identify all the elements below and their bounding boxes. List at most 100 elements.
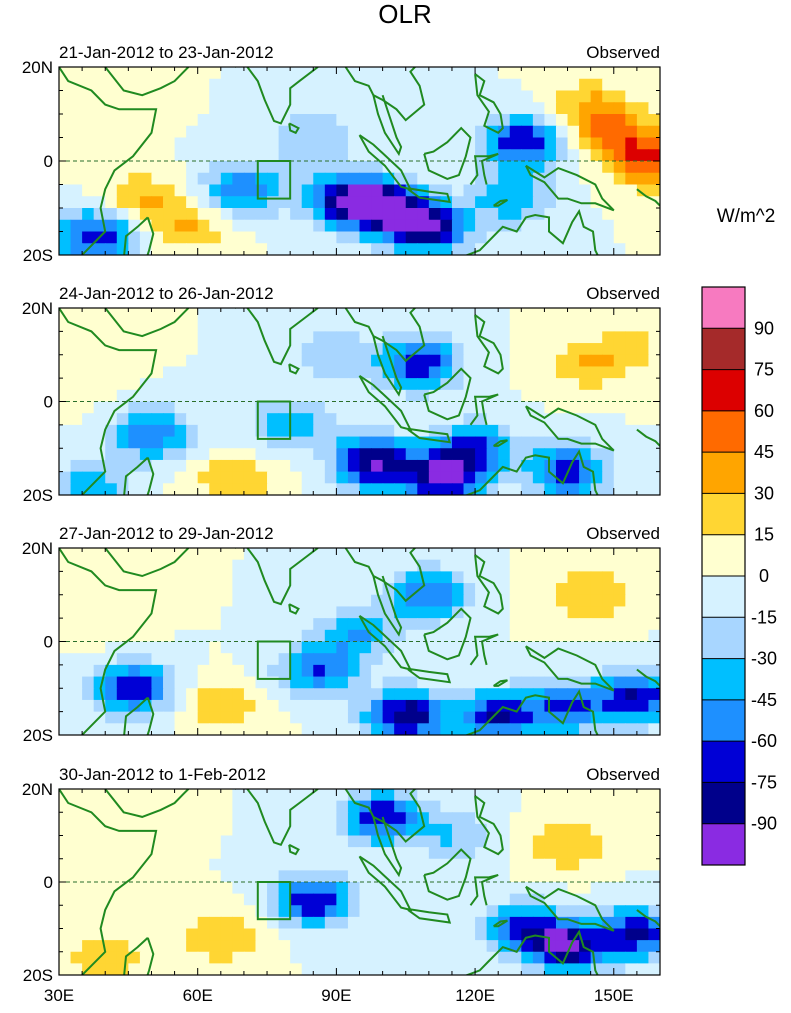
olr-cell bbox=[440, 471, 453, 484]
olr-cell bbox=[313, 823, 326, 837]
olr-cell bbox=[70, 67, 83, 80]
olr-cell bbox=[232, 102, 245, 115]
olr-cell bbox=[290, 618, 303, 631]
olr-cell bbox=[359, 471, 372, 484]
olr-cell bbox=[394, 308, 407, 321]
y-tick-label: 20N bbox=[22, 299, 53, 318]
olr-cell bbox=[602, 711, 615, 724]
olr-cell bbox=[405, 711, 418, 724]
olr-cell bbox=[278, 90, 291, 103]
olr-cell bbox=[486, 928, 499, 941]
olr-cell bbox=[313, 424, 326, 438]
olr-cell bbox=[555, 618, 569, 631]
olr-cell bbox=[602, 963, 615, 975]
olr-cell bbox=[347, 723, 361, 735]
olr-cell bbox=[359, 594, 372, 608]
olr-cell bbox=[359, 231, 372, 244]
olr-cell bbox=[440, 629, 453, 643]
olr-cell bbox=[82, 137, 95, 150]
olr-cell bbox=[174, 149, 187, 162]
olr-cell bbox=[636, 893, 650, 906]
olr-cell bbox=[567, 459, 580, 473]
olr-cell bbox=[220, 471, 233, 484]
olr-cell bbox=[197, 800, 210, 813]
olr-cell bbox=[394, 208, 407, 221]
olr-cell bbox=[324, 583, 337, 596]
olr-cell bbox=[116, 424, 129, 438]
olr-cell bbox=[336, 231, 349, 244]
olr-cell bbox=[313, 413, 326, 426]
olr-cell bbox=[509, 378, 522, 391]
olr-cell bbox=[59, 219, 72, 233]
olr-cell bbox=[324, 847, 337, 860]
olr-cell bbox=[301, 641, 314, 654]
olr-cell bbox=[59, 606, 72, 619]
olr-cell bbox=[151, 858, 164, 871]
olr-cell bbox=[255, 459, 268, 473]
olr-cell bbox=[382, 67, 395, 80]
olr-cell bbox=[139, 928, 153, 941]
olr-cell bbox=[567, 114, 580, 127]
olr-cell bbox=[174, 641, 187, 654]
olr-cell bbox=[451, 219, 465, 233]
olr-cell bbox=[151, 378, 164, 391]
olr-cell bbox=[625, 243, 638, 255]
olr-cell bbox=[532, 629, 546, 643]
olr-cell bbox=[417, 583, 430, 596]
olr-cell bbox=[301, 858, 314, 871]
olr-cell bbox=[186, 905, 199, 918]
olr-cell bbox=[544, 366, 557, 379]
olr-cell bbox=[174, 916, 187, 930]
olr-cell bbox=[220, 812, 233, 825]
olr-cell bbox=[602, 354, 615, 368]
olr-cell bbox=[451, 389, 465, 403]
olr-cell bbox=[648, 940, 660, 953]
olr-cell bbox=[371, 436, 384, 449]
olr-cell bbox=[324, 389, 337, 403]
olr-cell bbox=[417, 354, 430, 368]
olr-cell bbox=[267, 483, 280, 495]
olr-cell bbox=[579, 951, 592, 964]
olr-cell bbox=[220, 571, 233, 584]
olr-cell bbox=[290, 963, 303, 975]
olr-cell bbox=[602, 137, 615, 150]
olr-cell bbox=[636, 699, 650, 713]
olr-cell bbox=[463, 800, 476, 813]
olr-cell bbox=[139, 664, 153, 678]
olr-cell bbox=[405, 78, 418, 92]
olr-cell bbox=[116, 378, 129, 391]
olr-cell bbox=[243, 483, 257, 495]
olr-cell bbox=[544, 858, 557, 871]
olr-cell bbox=[59, 940, 72, 953]
olr-cell bbox=[186, 436, 199, 449]
olr-cell bbox=[255, 858, 268, 871]
olr-cell bbox=[70, 471, 83, 484]
olr-cell bbox=[613, 664, 626, 678]
olr-cell bbox=[243, 571, 257, 584]
olr-cell bbox=[428, 711, 442, 724]
olr-cell bbox=[347, 149, 361, 162]
olr-cell bbox=[498, 401, 511, 414]
olr-cell bbox=[428, 208, 442, 221]
olr-cell bbox=[105, 858, 118, 871]
olr-cell bbox=[394, 483, 407, 495]
olr-cell bbox=[613, 184, 626, 197]
olr-cell bbox=[486, 664, 499, 678]
olr-cell bbox=[555, 172, 569, 186]
olr-cell bbox=[636, 208, 650, 221]
olr-cell bbox=[602, 928, 615, 941]
olr-cell bbox=[324, 653, 337, 666]
malaya-coast bbox=[372, 335, 403, 397]
olr-cell bbox=[93, 243, 106, 255]
olr-cell bbox=[544, 963, 557, 975]
olr-cell bbox=[313, 893, 326, 906]
olr-cell bbox=[232, 319, 245, 332]
olr-cell bbox=[59, 847, 72, 860]
olr-cell bbox=[451, 67, 465, 80]
olr-cell bbox=[544, 78, 557, 92]
timor-coast bbox=[493, 919, 508, 928]
olr-cell bbox=[555, 723, 569, 735]
olr-cell bbox=[440, 882, 453, 895]
olr-cell bbox=[232, 893, 245, 906]
olr-cell bbox=[625, 125, 638, 139]
